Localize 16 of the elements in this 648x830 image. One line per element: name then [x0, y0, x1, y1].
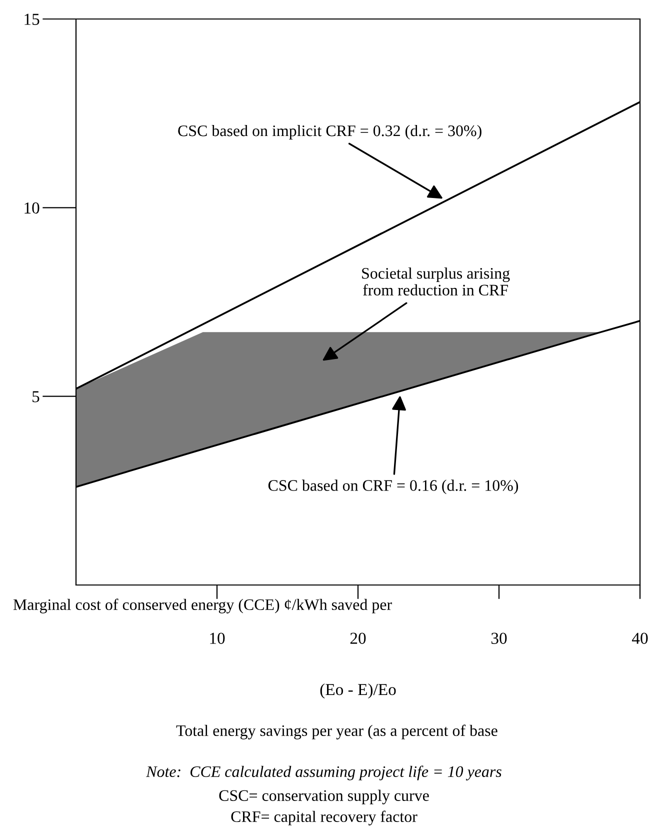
- annotation: CSC based on CRF = 0.16 (d.r. = 10%): [268, 480, 518, 494]
- y-tick-label: 5: [32, 391, 40, 402]
- x-tick-label: 20: [350, 632, 366, 644]
- x-tick-label: 30: [491, 632, 507, 644]
- y-axis-title: Marginal cost of conserved energy (CCE) ¢/kWh saved per: [13, 598, 392, 614]
- x-tick-label: 40: [632, 632, 648, 644]
- text: CSC= conservation supply curve: [219, 790, 429, 804]
- y-tick-label: 15: [24, 14, 40, 25]
- x-axis-title: (Eo - E)/Eo: [320, 683, 396, 699]
- text: CRF= capital recovery factor: [231, 810, 418, 826]
- x-tick-label: 10: [210, 632, 225, 644]
- annotation: Societal surplus arising from reduction in CRF: [362, 268, 510, 296]
- annotation: CSC based on implicit CRF = 0.32 (d.r. = 30%): [178, 124, 482, 140]
- text: Note: CCE calculated assuming project life = 10 years: [146, 766, 502, 780]
- y-tick-label: 10: [24, 202, 40, 214]
- text: Total energy savings per year (as a percent of base: [176, 724, 498, 740]
